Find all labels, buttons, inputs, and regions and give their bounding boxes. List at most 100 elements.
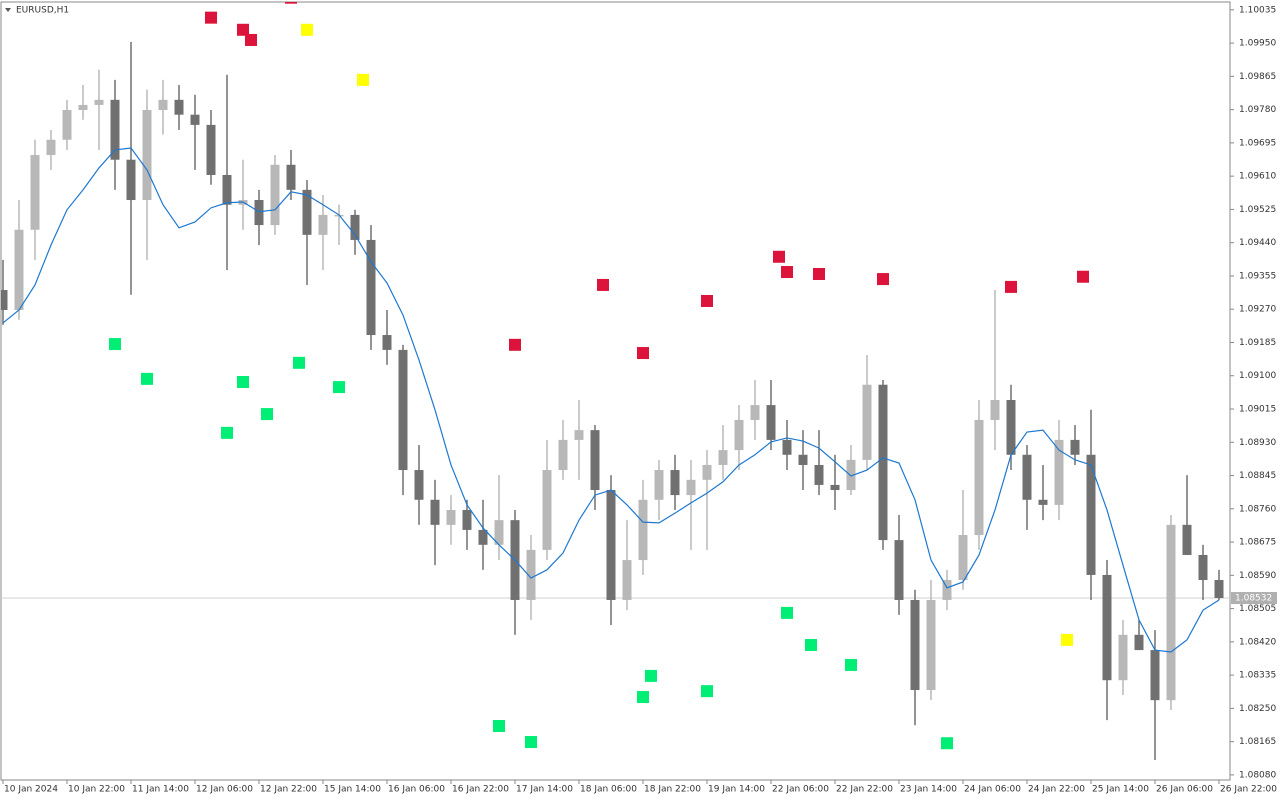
candle-body <box>446 509 456 525</box>
y-tick-label: 1.09780 <box>1239 105 1276 115</box>
signal-marker <box>205 11 217 24</box>
x-tick-label: 11 Jan 14:00 <box>132 785 189 795</box>
signal-marker <box>805 638 817 651</box>
signal-marker <box>597 278 609 291</box>
candle-body <box>622 560 632 600</box>
last-price-label: 1.08532 <box>1235 594 1272 604</box>
y-tick-label: 1.09355 <box>1239 271 1276 281</box>
signal-marker <box>293 356 305 369</box>
x-tick-label: 16 Jan 06:00 <box>388 785 445 795</box>
signal-marker <box>493 719 505 732</box>
candle-body <box>702 464 712 480</box>
candle-body <box>1038 499 1048 505</box>
plot <box>1 2 1230 761</box>
signal-marker <box>845 658 857 671</box>
signal-marker <box>781 266 793 279</box>
x-tick-label: 10 Jan 2024 <box>4 785 58 795</box>
candle-body <box>910 599 920 690</box>
signal-marker <box>781 606 793 619</box>
x-tick-label: 18 Jan 22:00 <box>644 785 701 795</box>
candle-body <box>766 405 776 440</box>
symbol-menu-icon[interactable] <box>5 8 11 12</box>
y-tick-label: 1.09185 <box>1239 338 1276 348</box>
candle-body <box>1214 580 1224 599</box>
candle-body <box>942 580 952 600</box>
candle-body <box>894 540 904 600</box>
candle-body <box>1198 554 1208 581</box>
candle-body <box>1006 400 1016 455</box>
candle-body <box>350 214 360 240</box>
y-tick-label: 1.08165 <box>1239 737 1276 747</box>
candle-body <box>1054 439 1064 505</box>
candle-body <box>1134 634 1144 651</box>
candle-body <box>750 405 760 420</box>
candle-body <box>478 529 488 545</box>
y-tick-label: 1.08675 <box>1239 538 1276 548</box>
candle-body <box>190 114 200 125</box>
signal-marker <box>773 250 785 263</box>
x-tick-label: 12 Jan 22:00 <box>260 785 317 795</box>
signal-marker <box>1061 633 1073 646</box>
candle-body <box>1102 574 1112 681</box>
signal-marker <box>813 267 825 280</box>
candle-body <box>62 110 72 140</box>
signal-marker <box>1005 280 1017 293</box>
candle-body <box>414 470 424 500</box>
signal-marker <box>285 2 297 4</box>
last-price-box <box>1231 592 1277 605</box>
candle-body <box>174 99 184 115</box>
candle-body <box>1022 454 1032 500</box>
y-tick-label: 1.09950 <box>1239 39 1276 49</box>
candle-body <box>14 229 24 310</box>
candle-body <box>1070 439 1080 455</box>
candle-body <box>718 450 728 465</box>
chart-title: EURUSD,H1 <box>16 6 69 16</box>
y-tick-label: 1.08080 <box>1239 770 1276 780</box>
y-tick-label: 1.09440 <box>1239 238 1276 248</box>
candle-body <box>974 419 984 536</box>
candle-body <box>606 490 616 600</box>
x-tick-label: 26 Jan 22:00 <box>1220 785 1277 795</box>
signal-marker <box>645 669 657 682</box>
candle-body <box>302 189 312 235</box>
candle-body <box>958 535 968 581</box>
moving-average <box>2 147 1220 653</box>
candle-body <box>670 470 680 496</box>
signal-marker <box>237 375 249 388</box>
signal-marker <box>109 338 121 351</box>
y-tick-label: 1.09100 <box>1239 371 1276 381</box>
y-tick-label: 1.08420 <box>1239 637 1276 647</box>
candle-body <box>830 484 840 491</box>
candle-body <box>110 99 120 160</box>
candle-body <box>798 454 808 465</box>
candle-body <box>638 499 648 561</box>
candle-body <box>142 110 152 201</box>
signal-marker <box>701 685 713 698</box>
candle-body <box>542 470 552 550</box>
candle-body <box>1182 524 1192 555</box>
y-tick-label: 1.08760 <box>1239 504 1276 514</box>
y-tick-label: 1.09525 <box>1239 205 1276 215</box>
candle-body <box>1150 650 1160 701</box>
candle-body <box>206 124 216 175</box>
x-tick-label: 25 Jan 14:00 <box>1092 785 1149 795</box>
signal-marker <box>941 737 953 750</box>
signal-marker <box>525 736 537 749</box>
candle-body <box>590 430 600 491</box>
candle-body <box>686 479 696 496</box>
candle-body <box>846 459 856 491</box>
candle-body <box>574 430 584 440</box>
plot-area <box>0 1 1231 781</box>
signal-marker <box>301 23 313 36</box>
x-tick-label: 24 Jan 22:00 <box>1028 785 1085 795</box>
signal-marker <box>237 23 249 36</box>
signal-marker <box>701 294 713 307</box>
y-tick-label: 1.10035 <box>1239 5 1276 15</box>
signal-marker <box>509 338 521 351</box>
candle-body <box>430 499 440 525</box>
candle-body <box>862 384 872 460</box>
candle-body <box>398 349 408 471</box>
signal-marker <box>245 33 257 46</box>
y-tick-label: 1.09610 <box>1239 172 1276 182</box>
